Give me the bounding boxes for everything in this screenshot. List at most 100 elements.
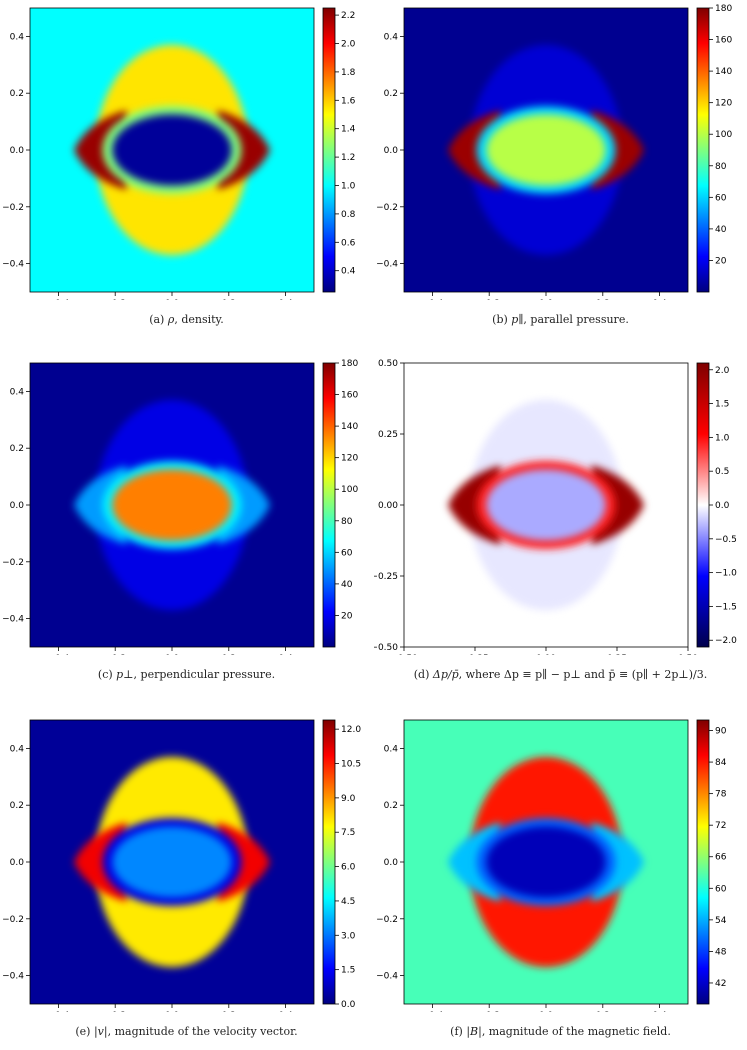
colorbar-tick-label: 0.0	[341, 1000, 356, 1010]
colorbar-tick-label: 100	[715, 130, 732, 140]
heatmap-field	[30, 720, 314, 1004]
colorbar-tick-label: 7.5	[341, 828, 355, 838]
y-tick-label: −0.2	[376, 203, 398, 213]
x-tick-label: −0.2	[104, 654, 126, 655]
x-tick-label: −0.50	[390, 654, 418, 655]
colorbar-tick-label: 20	[341, 611, 353, 621]
x-tick-label: 0.2	[596, 1011, 610, 1012]
x-tick-label: −0.25	[461, 654, 489, 655]
caption-a-text: , density.	[174, 313, 224, 326]
x-tick-label: 0.4	[278, 1011, 293, 1012]
x-tick-label: 0.0	[165, 654, 180, 655]
colorbar-tick-label: 0.5	[715, 467, 729, 477]
colorbar-tick-label: 80	[715, 162, 727, 172]
colorbar-tick-label: 180	[715, 4, 732, 14]
colorbar-tick-label: 6.0	[341, 863, 356, 873]
caption-d-symbol: Δp/p̄	[432, 668, 459, 681]
caption-f-text: , magnitude of the magnetic field.	[481, 1025, 671, 1038]
x-tick-label: 0.4	[278, 299, 293, 300]
y-tick-label: 0.4	[10, 32, 25, 42]
caption-f: (f) |B|, magnitude of the magnetic field…	[374, 1025, 747, 1038]
heatmap-field	[404, 720, 688, 1004]
caption-a: (a) ρ, density.	[0, 313, 373, 326]
x-tick-label: 0.2	[222, 1011, 236, 1012]
colorbar	[696, 7, 710, 293]
y-tick-label: −0.2	[2, 203, 24, 213]
caption-d: (d) Δp/p̄, where Δp ≡ p∥ − p⊥ and p̄ ≡ (…	[374, 668, 747, 681]
caption-e: (e) |v|, magnitude of the velocity vecto…	[0, 1025, 373, 1038]
colorbar-tick-label: 20	[715, 256, 727, 266]
colorbar-tick-label: 1.6	[341, 96, 356, 106]
colorbar-tick-label: 48	[715, 947, 727, 957]
panel-c: −0.4 −0.2 0.0 0.2 0.4 −0.4 −0.2 0.0 0.2 0.4 20 40 60…	[0, 355, 373, 690]
colorbar-tick-label: 2.2	[341, 11, 355, 21]
y-tick-label: −0.4	[2, 972, 24, 982]
colorbar-tick-label: 0.4	[341, 267, 356, 277]
colorbar-tick-label: 40	[715, 225, 727, 235]
colorbar-tick-label: 120	[715, 99, 732, 109]
y-tick-label: −0.50	[374, 643, 398, 653]
y-tick-label: 0.50	[378, 359, 398, 369]
y-tick-label: 0.0	[384, 146, 399, 156]
x-tick-label: −0.4	[47, 1011, 69, 1012]
colorbar-tick-label: 140	[715, 67, 732, 77]
x-tick-label: −0.4	[47, 654, 69, 655]
y-tick-label: 0.0	[10, 858, 25, 868]
heatmap-core	[112, 469, 232, 541]
colorbar-tick-label: 4.5	[341, 897, 355, 907]
y-tick-label: −0.2	[376, 915, 398, 925]
x-tick-label: −0.4	[421, 299, 443, 300]
colorbar-tick-label: −2.0	[715, 636, 737, 646]
colorbar	[322, 719, 336, 1005]
y-tick-label: 0.2	[384, 801, 398, 811]
colorbar-tick-label: 12.0	[341, 725, 361, 735]
colorbar-tick-label: 160	[715, 36, 732, 46]
heatmap-core	[486, 114, 606, 186]
caption-b-label: (b)	[492, 313, 508, 326]
panel-a: −0.4 −0.2 0.0 0.2 0.4 −0.4 −0.2 0.0 0.2 0.4 0.4 0.6…	[0, 0, 373, 335]
colorbar-tick-label: 40	[341, 580, 353, 590]
colorbar-tick-label: 60	[715, 193, 727, 203]
panel-b: −0.4 −0.2 0.0 0.2 0.4 −0.4 −0.2 0.0 0.2 0.4 20 40 60…	[374, 0, 747, 335]
colorbar-tick-label: 0.0	[715, 501, 730, 511]
y-tick-label: −0.4	[376, 972, 398, 982]
y-tick-label: 0.4	[10, 387, 25, 397]
y-tick-label: 0.0	[10, 501, 25, 511]
y-tick-label: −0.2	[2, 558, 24, 568]
colorbar-tick-label: 72	[715, 821, 726, 831]
x-tick-label: 0.4	[652, 299, 667, 300]
y-tick-label: 0.2	[384, 89, 398, 99]
heatmap-f: −0.4 −0.2 0.0 0.2 0.4 −0.4 −0.2 0.0 0.2 0.4 42 48 54…	[376, 719, 727, 1021]
x-tick-label: 0.2	[222, 654, 236, 655]
x-tick-label: 0.0	[165, 299, 180, 300]
colorbar-tick-label: 66	[715, 853, 727, 863]
heatmap-core	[112, 826, 232, 898]
x-tick-label: −0.4	[47, 299, 69, 300]
colorbar-tick-label: 42	[715, 979, 726, 989]
x-tick-label: 0.2	[596, 299, 610, 300]
colorbar-tick-label: 2.0	[341, 40, 356, 50]
colorbar-tick-label: 0.8	[341, 210, 356, 220]
caption-e-label: (e)	[75, 1025, 91, 1038]
heatmap-field	[30, 363, 314, 647]
caption-d-text: , where Δp ≡ p∥ − p⊥ and p̄ ≡ (p∥ + 2p⊥)…	[458, 668, 708, 681]
heatmap-core	[112, 114, 232, 186]
colorbar-tick-label: −1.5	[715, 602, 737, 612]
colorbar-tick-label: 90	[715, 727, 727, 737]
panel-d: −0.50 −0.25 0.00 0.25 0.50 −0.50 −0.25 0.00 0.25…	[370, 355, 747, 690]
heatmap-b: −0.4 −0.2 0.0 0.2 0.4 −0.4 −0.2 0.0 0.2 0.4 20 40 60…	[376, 4, 732, 309]
y-tick-label: −0.4	[2, 615, 24, 625]
colorbar	[322, 362, 336, 648]
heatmap-field	[404, 8, 688, 292]
x-tick-label: 0.2	[222, 299, 236, 300]
panel-f: −0.4 −0.2 0.0 0.2 0.4 −0.4 −0.2 0.0 0.2 0.4 42 48 54…	[374, 712, 747, 1047]
colorbar-tick-label: 0.6	[341, 238, 356, 248]
colorbar-tick-label: 160	[341, 391, 358, 401]
x-tick-label: 0.4	[278, 654, 293, 655]
caption-f-symbol: |B|	[466, 1025, 482, 1038]
colorbar-tick-label: 1.4	[341, 125, 356, 135]
caption-f-label: (f)	[450, 1025, 463, 1038]
caption-a-symbol: ρ	[167, 313, 175, 326]
y-tick-label: 0.2	[10, 801, 24, 811]
y-tick-label: −0.4	[376, 260, 398, 270]
